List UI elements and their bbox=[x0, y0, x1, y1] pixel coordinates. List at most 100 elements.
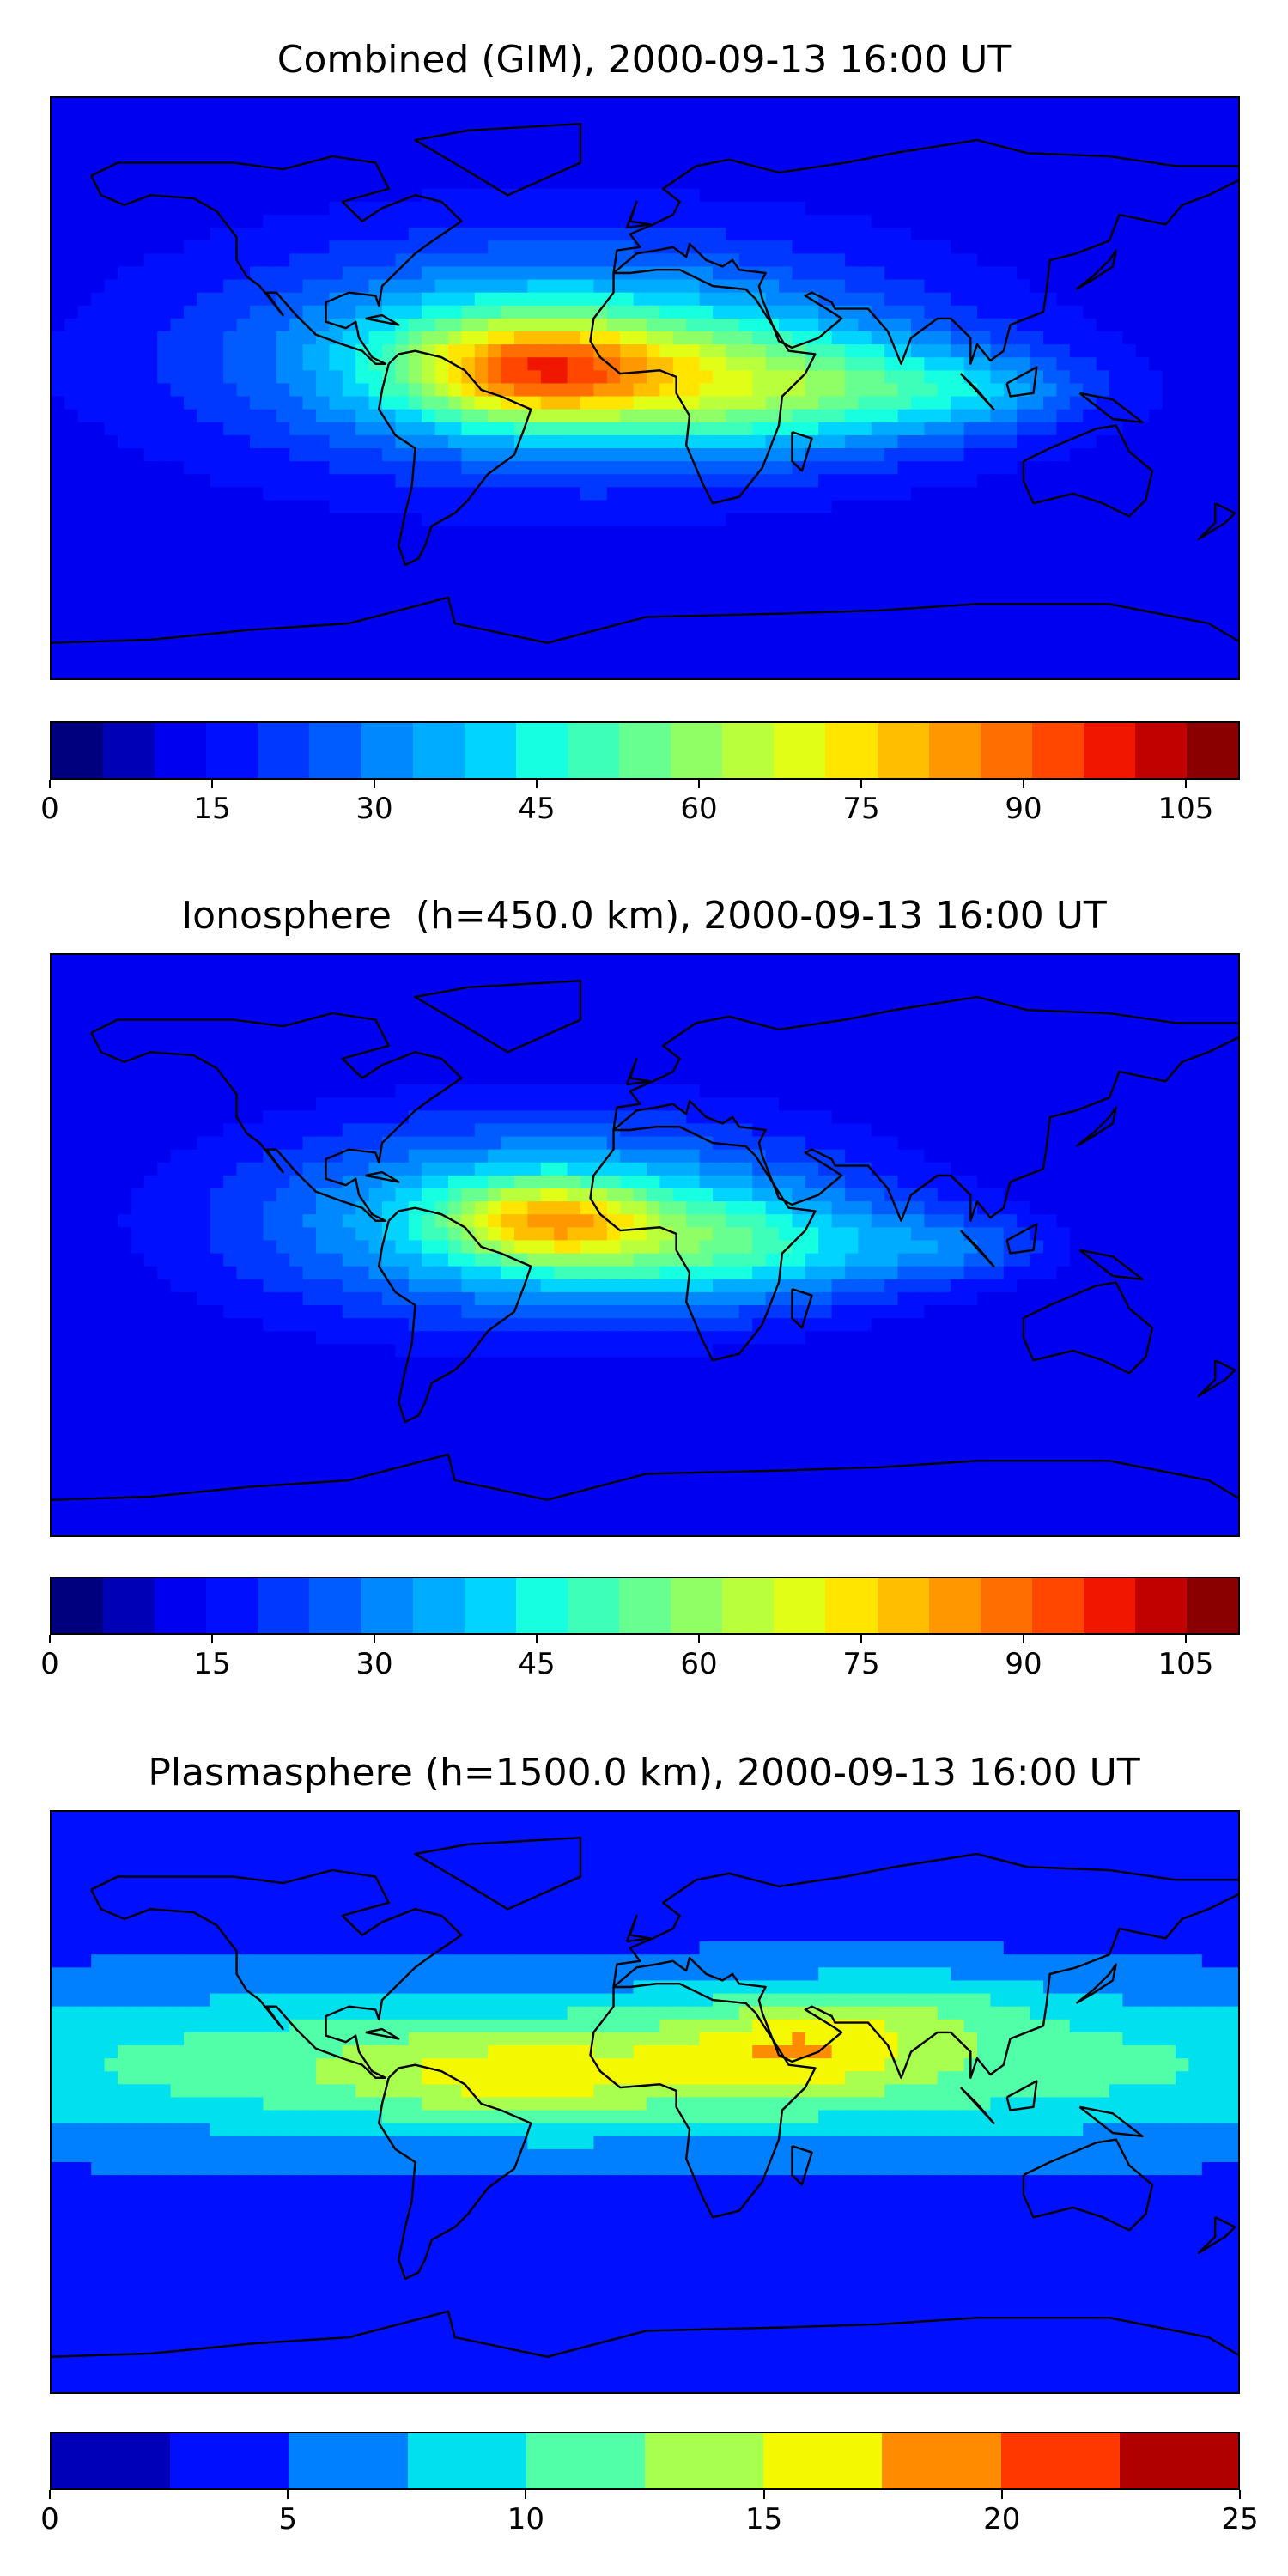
coastline bbox=[612, 995, 1238, 1222]
coastline bbox=[414, 123, 582, 197]
coastline bbox=[589, 1982, 817, 2219]
colorbar-tick bbox=[860, 1635, 862, 1643]
colorbar-segment bbox=[645, 2433, 764, 2488]
colorbar-segment bbox=[206, 1578, 258, 1633]
colorbar-segment bbox=[361, 723, 413, 778]
colorbar-segment bbox=[52, 2433, 171, 2488]
coastline bbox=[1075, 249, 1117, 290]
coastline bbox=[52, 596, 1238, 644]
colorbar-segment bbox=[103, 723, 155, 778]
coastline bbox=[1005, 1223, 1038, 1255]
colorbar-segment bbox=[980, 1578, 1032, 1633]
colorbar-segment bbox=[52, 1578, 104, 1633]
coastline bbox=[959, 2087, 995, 2124]
coastline bbox=[625, 1914, 652, 1943]
world-map bbox=[50, 96, 1240, 680]
colorbar-segment bbox=[464, 1578, 516, 1633]
colorbar-segment bbox=[774, 723, 826, 778]
colorbar bbox=[50, 1577, 1240, 1635]
colorbar-tick-label: 20 bbox=[983, 2502, 1021, 2537]
colorbar-segment bbox=[877, 1578, 929, 1633]
colorbar-segment bbox=[170, 2433, 289, 2488]
colorbar-segment bbox=[1187, 723, 1239, 778]
coastline bbox=[365, 1170, 400, 1183]
colorbar-tick bbox=[1185, 1635, 1187, 1643]
coastline bbox=[52, 2310, 1238, 2358]
colorbar-segment bbox=[361, 1578, 413, 1633]
colorbar-segment bbox=[515, 1578, 568, 1633]
colorbar-segment bbox=[412, 723, 465, 778]
colorbar-tick bbox=[1023, 780, 1024, 788]
coastline bbox=[414, 980, 582, 1054]
coastline bbox=[1078, 2105, 1144, 2137]
colorbar-tick bbox=[698, 1635, 700, 1643]
coastline bbox=[959, 1230, 995, 1267]
panel-title: Ionosphere (h=450.0 km), 2000-09-13 16:0… bbox=[181, 894, 1107, 938]
filled-contours bbox=[52, 98, 1238, 678]
coastline bbox=[791, 430, 813, 472]
colorbar-tick bbox=[49, 780, 51, 788]
colorbar-tick bbox=[211, 780, 213, 788]
colorbar-segment bbox=[103, 1578, 155, 1633]
coastline bbox=[1022, 1281, 1154, 1375]
colorbar-tick bbox=[1239, 2490, 1241, 2499]
world-map bbox=[50, 953, 1240, 1537]
colorbar-tick-label: 10 bbox=[507, 2502, 545, 2537]
coastline bbox=[1022, 2138, 1154, 2232]
colorbar-segment bbox=[1134, 1578, 1188, 1633]
colorbar-segment bbox=[407, 2433, 526, 2488]
colorbar-segment bbox=[515, 723, 568, 778]
coastline bbox=[1197, 2216, 1236, 2254]
colorbar-segment bbox=[619, 723, 671, 778]
colorbar-segment bbox=[825, 723, 878, 778]
colorbar-tick-label: 45 bbox=[518, 792, 556, 826]
colorbar-tick-label: 90 bbox=[1005, 792, 1042, 826]
colorbar-tick bbox=[49, 2490, 51, 2499]
colorbar bbox=[50, 2432, 1240, 2490]
panel-title: Combined (GIM), 2000-09-13 16:00 UT bbox=[276, 38, 1012, 82]
colorbar-segment bbox=[309, 723, 361, 778]
colorbar-segment bbox=[928, 723, 981, 778]
colorbar-segment bbox=[1083, 723, 1135, 778]
coastline bbox=[378, 349, 532, 567]
colorbar-tick bbox=[211, 1635, 213, 1643]
coastline bbox=[1022, 424, 1154, 518]
colorbar-tick bbox=[698, 780, 700, 788]
coastline bbox=[365, 2027, 400, 2040]
coastline bbox=[1075, 1963, 1117, 2004]
coastline bbox=[365, 313, 400, 326]
colorbar-segment bbox=[877, 723, 929, 778]
coastline bbox=[612, 138, 1238, 365]
coastline bbox=[791, 2144, 813, 2186]
coastlines bbox=[52, 123, 1238, 644]
coastline bbox=[1005, 2080, 1038, 2111]
colorbar-segment bbox=[1083, 1578, 1135, 1633]
colorbar-tick bbox=[525, 2490, 527, 2499]
colorbar-tick-label: 0 bbox=[40, 2502, 59, 2537]
colorbar-segment bbox=[258, 723, 310, 778]
colorbar-tick-label: 0 bbox=[40, 1647, 59, 1681]
colorbar-tick-label: 105 bbox=[1157, 792, 1214, 826]
panel-title: Plasmasphere (h=1500.0 km), 2000-09-13 1… bbox=[148, 1751, 1140, 1795]
coastline bbox=[1197, 1359, 1236, 1397]
colorbar-segment bbox=[671, 1578, 723, 1633]
colorbar-tick bbox=[374, 780, 375, 788]
colorbar-segment bbox=[980, 723, 1032, 778]
colorbar-tick-label: 90 bbox=[1005, 1647, 1042, 1681]
colorbar-tick-label: 5 bbox=[278, 2502, 298, 2537]
tec-contour-map bbox=[52, 1812, 1238, 2392]
colorbar-tick bbox=[1000, 2490, 1003, 2499]
colorbar bbox=[50, 721, 1240, 780]
colorbar-segment bbox=[1119, 2433, 1239, 2488]
coastline bbox=[414, 1837, 582, 1911]
colorbar-tick-label: 25 bbox=[1221, 2502, 1259, 2537]
colorbar-segment bbox=[1031, 1578, 1084, 1633]
colorbar-ticks: 0 15 30 45 60 75 90 105 bbox=[40, 780, 1240, 831]
colorbar-tick-label: 105 bbox=[1157, 1647, 1214, 1681]
colorbar-tick-label: 45 bbox=[518, 1647, 556, 1681]
colorbar-segment bbox=[774, 1578, 826, 1633]
colorbar-tick-label: 30 bbox=[355, 792, 393, 826]
world-map bbox=[50, 1810, 1240, 2394]
coastline bbox=[378, 2063, 532, 2281]
colorbar-tick-label: 15 bbox=[744, 2502, 783, 2537]
